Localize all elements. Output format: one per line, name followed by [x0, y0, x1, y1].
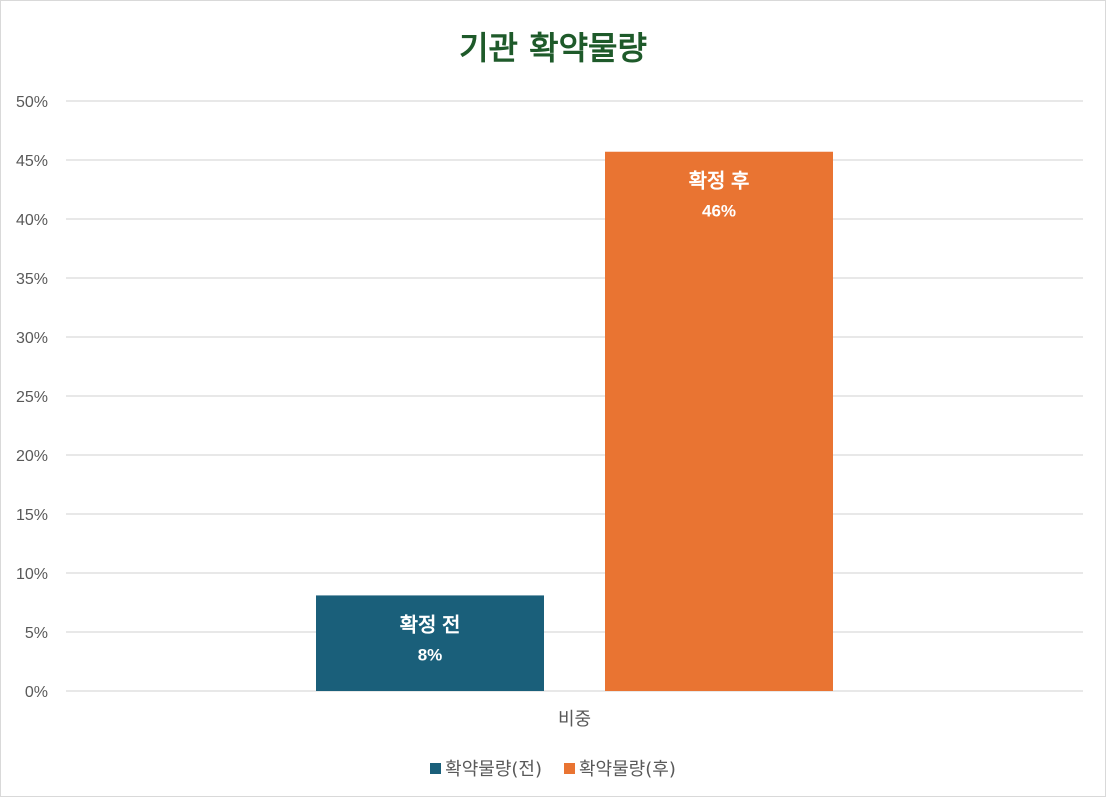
bar-after [605, 151, 833, 692]
bar-label: 확정 후 [689, 169, 750, 193]
y-tick-label: 50% [16, 94, 48, 111]
chart-legend: 확약물량(전) 확약물량(후) [1, 755, 1105, 781]
legend-label-before: 확약물량(전) [445, 759, 542, 780]
y-tick-label: 20% [16, 448, 48, 465]
y-tick-label: 40% [16, 212, 48, 229]
y-tick-label: 45% [16, 153, 48, 170]
data-label: 46% [702, 202, 736, 221]
y-tick-label: 0% [25, 684, 48, 701]
x-category-label: 비중 [558, 709, 591, 729]
bar-before [316, 595, 544, 691]
legend-item-after: 확약물량(후) [564, 755, 676, 781]
y-tick-label: 15% [16, 507, 48, 524]
legend-swatch-after [564, 762, 575, 774]
chart-title: 기관 확약물량 [459, 29, 647, 67]
y-tick-label: 25% [16, 389, 48, 406]
legend-item-before: 확약물량(전) [430, 755, 542, 781]
y-tick-label: 10% [16, 566, 48, 583]
legend-swatch-before [430, 762, 442, 774]
data-label: 8% [418, 645, 443, 664]
bar-label: 확정 전 [400, 612, 461, 636]
legend-label-after: 확약물량(후) [579, 759, 676, 780]
y-tick-label: 35% [16, 271, 48, 288]
y-tick-label: 30% [16, 330, 48, 347]
y-tick-label: 5% [25, 625, 48, 642]
